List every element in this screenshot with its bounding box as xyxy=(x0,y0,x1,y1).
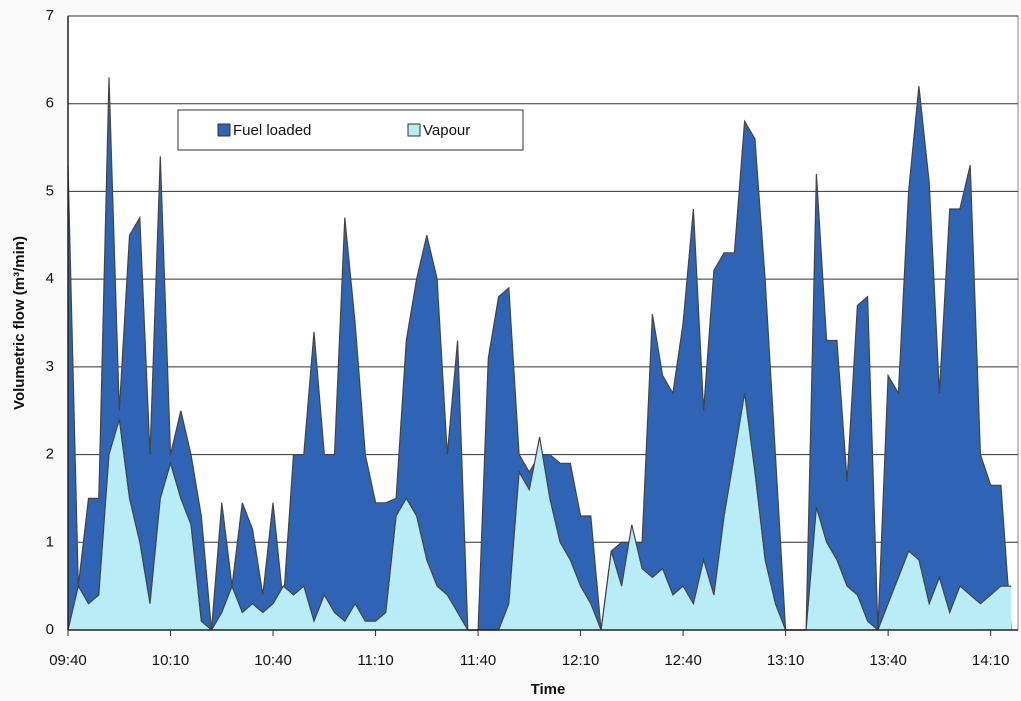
y-tick-label: 2 xyxy=(46,446,54,463)
x-tick-label: 13:10 xyxy=(767,652,805,669)
x-tick-label: 11:10 xyxy=(357,652,393,669)
legend-label: Fuel loaded xyxy=(233,122,311,139)
x-tick-label: 10:40 xyxy=(254,652,292,669)
x-tick-label: 13:40 xyxy=(869,652,907,669)
legend-swatch xyxy=(217,123,231,137)
x-tick-label: 11:40 xyxy=(460,652,496,669)
area-outline xyxy=(67,393,1012,632)
area xyxy=(68,77,1012,630)
y-axis-label: Volumetric flow (m³/min) xyxy=(11,236,28,410)
x-axis-label: Time xyxy=(531,681,566,698)
x-tick-label: 12:40 xyxy=(664,652,702,669)
y-tick-label: 7 xyxy=(46,7,54,24)
y-tick-label: 1 xyxy=(46,533,54,550)
x-tick-label: 14:10 xyxy=(972,652,1010,669)
y-tick-label: 6 xyxy=(46,95,54,112)
y-tick-label: 0 xyxy=(46,621,54,638)
y-tick-label: 4 xyxy=(46,270,54,287)
x-tick-label: 10:10 xyxy=(152,652,190,669)
y-tick-label: 5 xyxy=(46,182,54,199)
x-tick-label: 09:40 xyxy=(49,652,87,669)
area xyxy=(68,393,1012,630)
legend-swatch xyxy=(407,123,421,137)
x-tick-label: 12:10 xyxy=(562,652,600,669)
legend-box xyxy=(177,109,524,151)
legend-label: Vapour xyxy=(423,122,470,139)
y-tick-label: 3 xyxy=(46,358,54,375)
